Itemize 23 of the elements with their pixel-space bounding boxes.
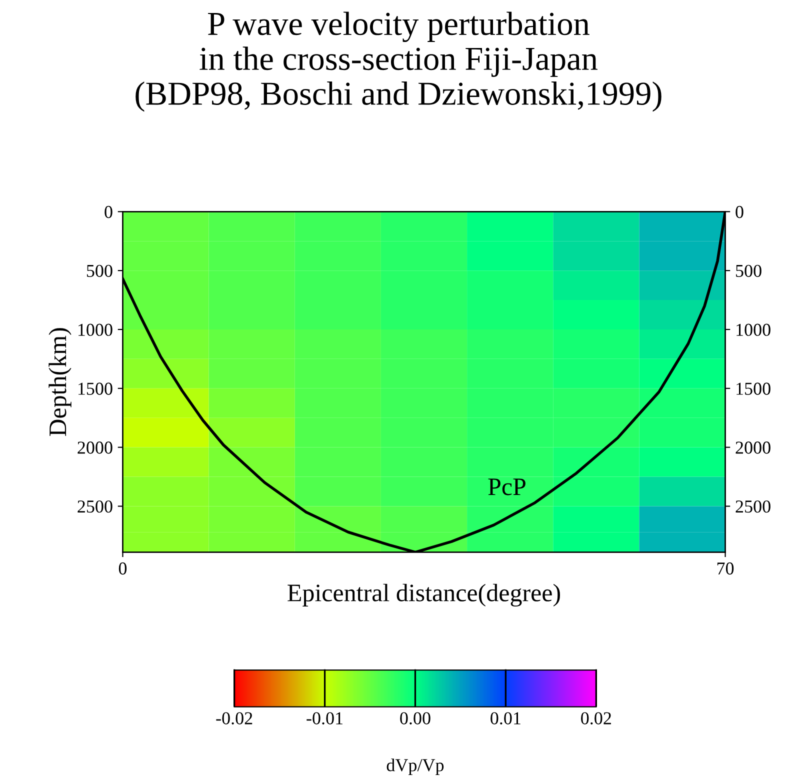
y-tick-label: 1000 <box>78 324 112 336</box>
y-tick-label: 500 <box>86 264 112 278</box>
y2-tick-label: 2000 <box>736 442 770 454</box>
x-tick-label: 70 <box>717 562 734 575</box>
y2-tick-label: 0 <box>736 206 744 218</box>
y-tick-label: 1500 <box>78 382 112 395</box>
color-bar-title: dVp/Vp <box>386 758 444 775</box>
y2-tick-label: 500 <box>736 264 762 278</box>
y-tick-label: 2500 <box>78 500 112 513</box>
y2-tick-label: 1500 <box>736 382 770 395</box>
x-axis-title: Epicentral distance(degree) <box>288 584 560 607</box>
color-bar-label: 0.00 <box>400 712 430 724</box>
chart-title: P wave velocity perturbation in the cross-section Fiji-Japan (BDP98, Boschi and Dziewonski,1999) <box>136 12 662 112</box>
color-bar-label: -0.02 <box>216 712 252 724</box>
y2-tick-label: 2500 <box>736 500 770 513</box>
y-tick-label: 2000 <box>78 442 112 454</box>
color-bar-label: -0.01 <box>306 712 342 724</box>
color-bar-label: 0.01 <box>490 712 520 724</box>
y2-tick-label: 1000 <box>736 324 770 336</box>
series-label: PcP <box>488 478 526 496</box>
color-bar-label: 0.02 <box>581 712 611 724</box>
y-axis-title: Depth(km) <box>48 328 72 436</box>
y-tick-label: 0 <box>104 206 112 218</box>
